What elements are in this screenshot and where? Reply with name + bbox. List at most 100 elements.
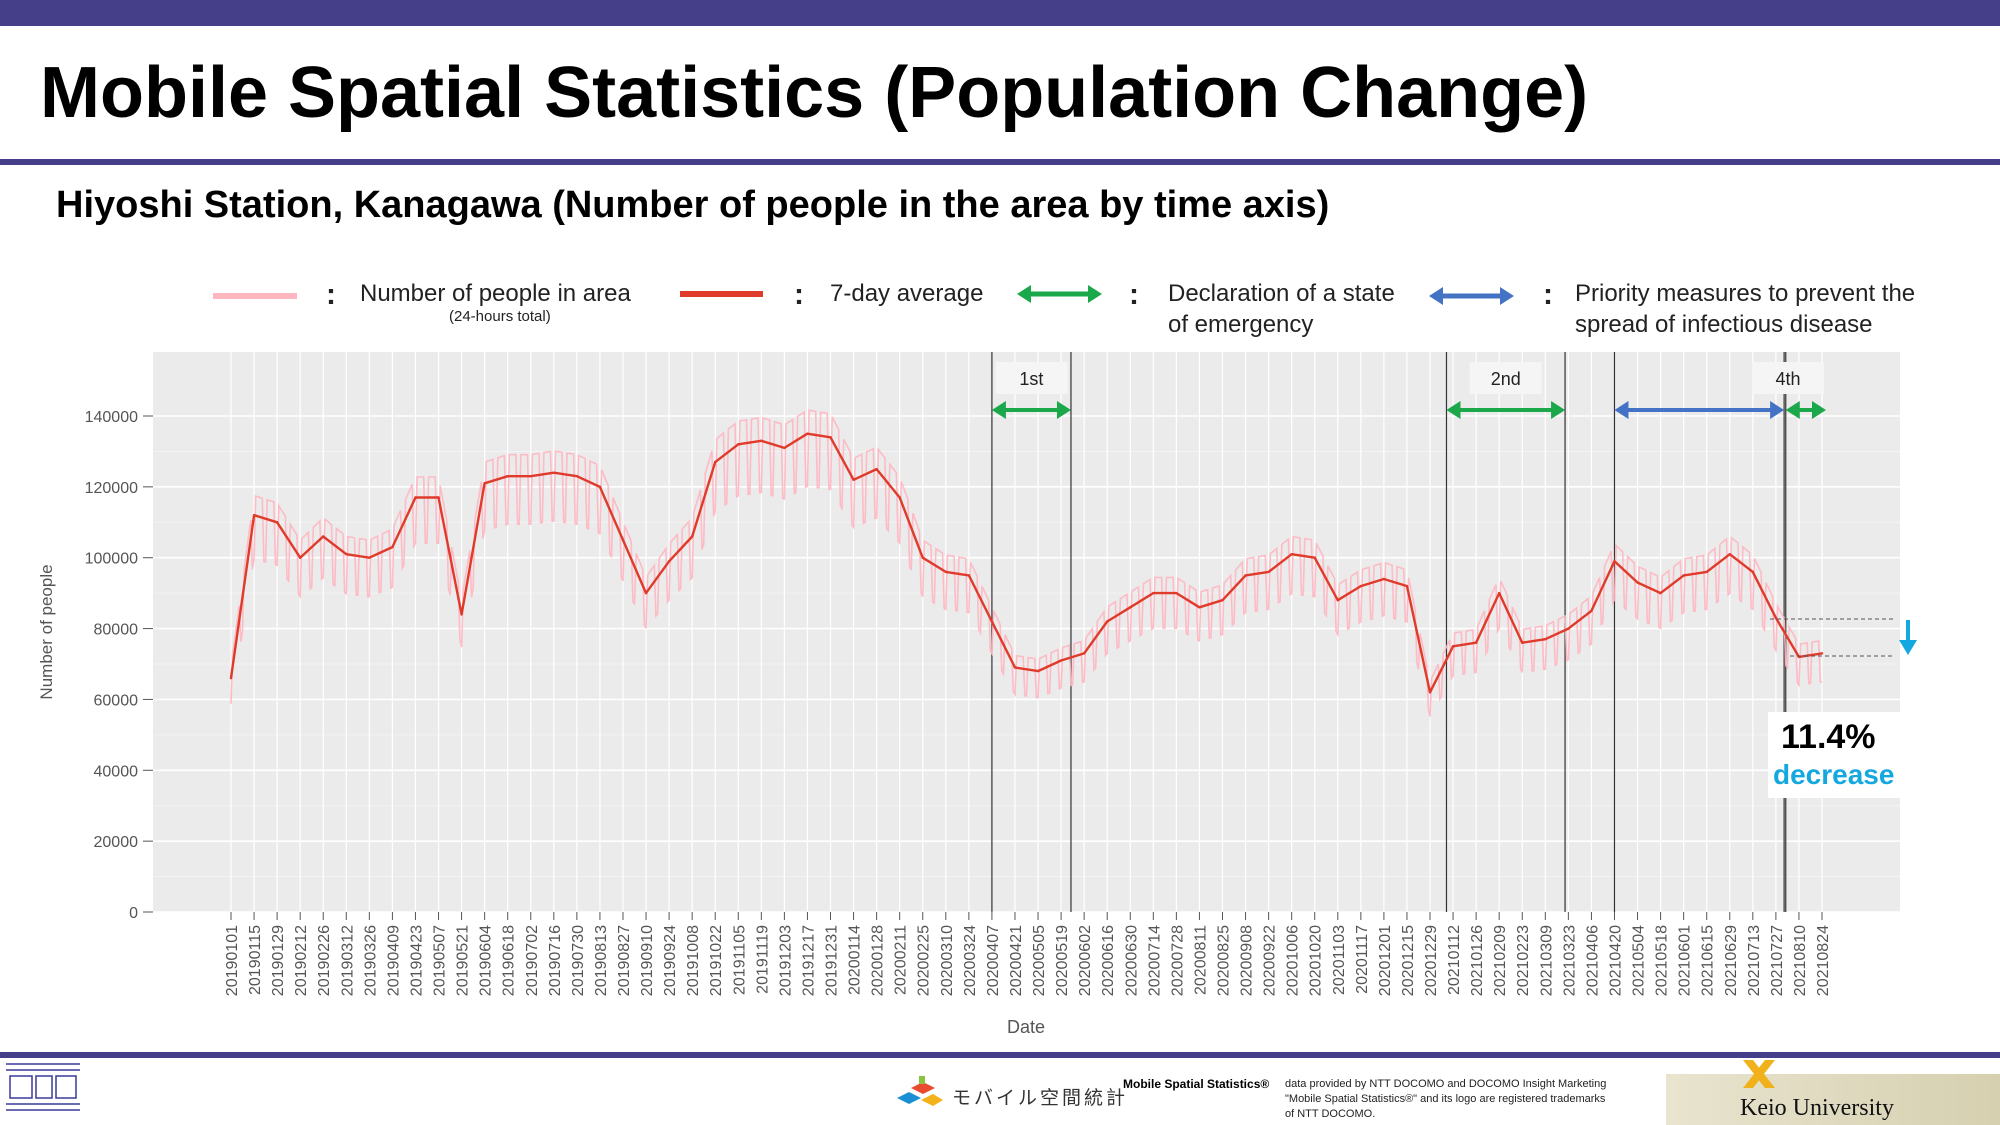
x-tick-label: 20191203 [777,925,794,996]
y-tick-label: 20000 [94,834,139,851]
decrease-arrow-head [1899,640,1917,655]
footer-note-2: "Mobile Spatial Statistics®" and its log… [1285,1093,1606,1105]
average-point [898,496,901,499]
average-point [1682,574,1685,577]
y-tick-label: 140000 [85,409,138,426]
legend-average-label: 7-day average [830,280,984,307]
legend-daily-label: Number of people in area [360,280,631,307]
average-point [1013,666,1017,669]
x-tick-label: 20191119 [754,925,771,994]
average-point [1198,606,1201,609]
x-tick-label: 20200128 [870,925,887,996]
average-point [391,545,394,549]
x-tick-label: 20200602 [1077,925,1094,996]
x-tick-label: 20190423 [408,925,425,996]
x-tick-label: 20210727 [1769,925,1786,996]
mobile-spatial-logo-icon [897,1076,943,1106]
x-tick-label: 20200505 [1031,925,1048,996]
average-point [621,538,625,542]
page-title: Mobile Spatial Statistics (Population Ch… [40,53,1589,133]
average-point [1290,552,1293,556]
x-tick-label: 20201215 [1400,925,1417,996]
x-tick-label: 20200225 [916,925,933,996]
x-tick-label: 20190212 [293,925,310,996]
average-point [575,475,579,478]
x-tick-label: 20210209 [1492,925,1509,996]
x-tick-label: 20201201 [1377,925,1394,996]
average-point [760,439,763,442]
average-point [1613,560,1616,563]
average-point [1567,627,1570,630]
average-point [1521,641,1524,644]
x-tick-label: 20201020 [1308,925,1325,996]
x-tick-label: 20210713 [1746,925,1763,996]
average-point [1129,606,1132,609]
average-point [667,560,671,563]
x-tick-label: 20200421 [1008,925,1025,996]
x-tick-label: 20190521 [455,925,472,996]
period-markers: 1st 2nd 4th [991,352,1826,912]
x-tick-label: 20190409 [385,925,402,996]
legend-emergency-label-2: of emergency [1168,311,1314,338]
average-point [852,478,855,481]
x-tick-label: 20210518 [1654,925,1671,996]
legend-daily-sublabel: (24-hours total) [449,308,551,325]
x-tick-label: 20210824 [1815,925,1832,996]
average-point [552,471,556,474]
average-point [1705,570,1708,574]
period-label: 2nd [1491,369,1521,389]
x-tick-label: 20200811 [1192,925,1209,995]
average-point [1659,591,1662,595]
footer-note-1: data provided by NTT DOCOMO and DOCOMO I… [1285,1078,1607,1090]
period-arrow-head [1785,401,1800,419]
average-point [737,443,740,446]
average-point [322,535,325,538]
x-tick-label: 20210323 [1561,925,1578,996]
university-name: Keio University [1740,1095,1894,1121]
average-point [1175,591,1178,595]
x-tick-label: 20200922 [1262,925,1279,996]
x-tick-label: 20201103 [1331,925,1348,995]
average-point [368,556,371,559]
x-tick-label: 20200908 [1239,925,1256,996]
average-point [229,676,233,680]
y-axis: 0 20000 40000 60000 80000 100000 120000 140000 [85,409,153,922]
average-point [967,574,971,577]
decrease-label: decrease [1773,759,1895,790]
period-label: 1st [1019,369,1043,389]
average-point [829,436,832,439]
average-point [529,475,532,478]
average-point [1751,570,1755,574]
grid-lines [153,352,1900,913]
x-tick-label: 20190101 [224,925,241,996]
average-point [1106,620,1109,623]
period-arrow-head [1056,401,1071,419]
average-point [414,496,417,499]
average-point [1428,691,1432,694]
period-label-box [1752,362,1824,394]
x-tick-label: 20210309 [1538,925,1555,996]
x-tick-label: 20210406 [1584,925,1601,996]
legend-swatch-priority [1429,287,1514,305]
title-divider [0,159,2000,165]
average-point [598,485,602,489]
x-tick-label: 20210112 [1446,925,1463,995]
y-tick-label: 60000 [94,692,139,709]
average-point [483,482,486,485]
x-tick-label: 20200407 [985,925,1002,996]
daily-series [230,409,1823,717]
average-point [437,496,440,499]
x-tick-label: 20190507 [432,925,449,996]
average-point [1036,669,1040,673]
average-point [921,556,924,559]
x-tick-label: 20191217 [800,925,817,996]
y-tick-label: 80000 [94,622,139,639]
average-point [1221,599,1224,602]
x-tick-label: 20190226 [316,925,333,996]
period-label-box [995,362,1068,394]
average-point [1820,652,1824,655]
average-point [1082,652,1086,655]
keio-pen-emblem-icon [1743,1060,1775,1088]
